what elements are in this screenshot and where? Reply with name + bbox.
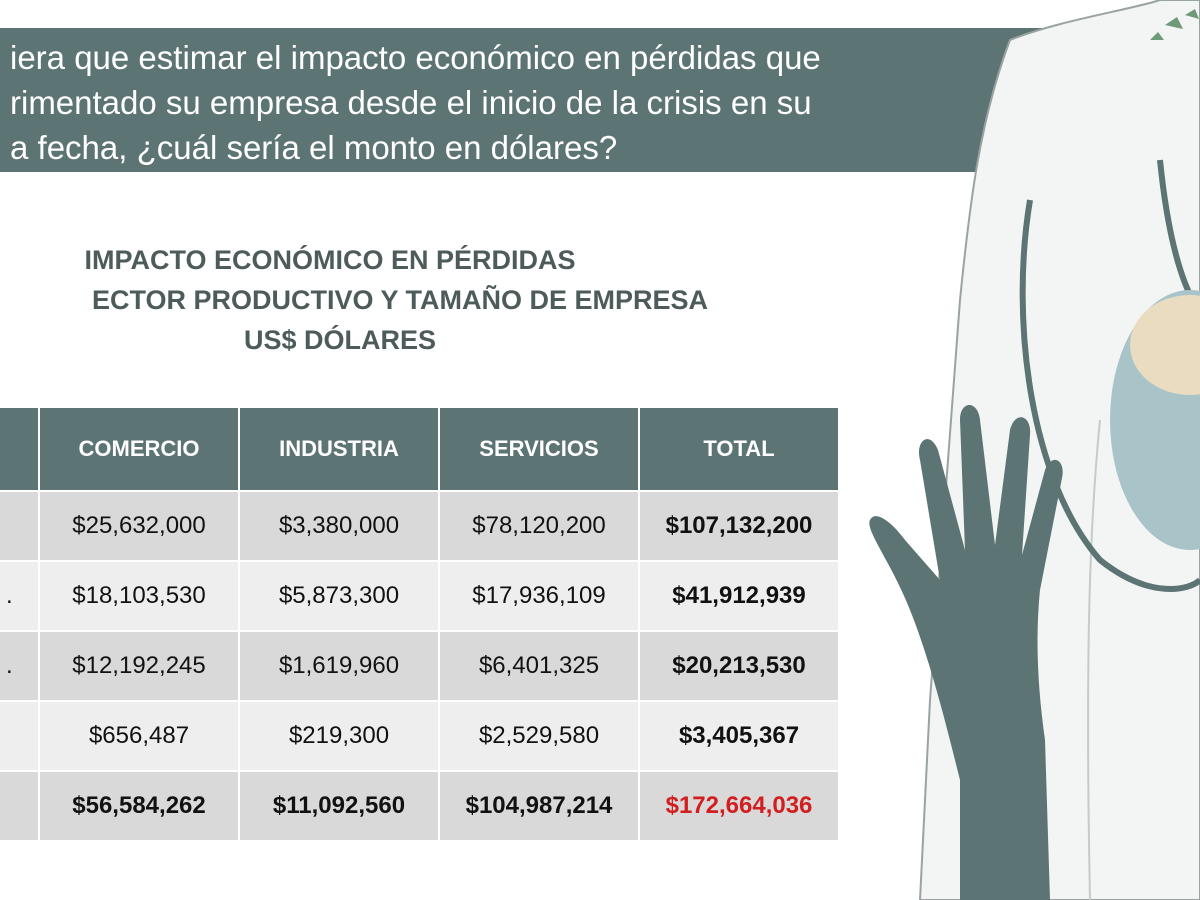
table-cell: $2,529,580: [440, 702, 638, 770]
row-stub: .: [0, 562, 38, 630]
table-cell: $12,192,245: [40, 632, 238, 700]
question-line-2: rimentado su empresa desde el inicio de …: [10, 84, 812, 121]
chart-title-line-1: IMPACTO ECONÓMICO EN PÉRDIDAS: [84, 245, 576, 275]
question-line-3: a fecha, ¿cuál sería el monto en dólares…: [10, 129, 618, 166]
table-cell: $78,120,200: [440, 492, 638, 560]
table-cell: $25,632,000: [40, 492, 238, 560]
table-cell: $5,873,300: [240, 562, 438, 630]
column-header-comercio: COMERCIO: [40, 408, 238, 490]
row-stub: .: [0, 632, 38, 700]
table-cell: $107,132,200: [640, 492, 838, 560]
table-cell: $56,584,262: [40, 772, 238, 840]
table-cell: $172,664,036: [640, 772, 838, 840]
table-cell: $3,405,367: [640, 702, 838, 770]
question-line-1: iera que estimar el impacto económico en…: [10, 39, 821, 76]
table-cell: $18,103,530: [40, 562, 238, 630]
row-stub: [0, 492, 38, 560]
table-cell: $656,487: [40, 702, 238, 770]
column-header-industria: INDUSTRIA: [240, 408, 438, 490]
chart-title-line-3: US$ DÓLARES: [243, 325, 437, 355]
table-cell: $11,092,560: [240, 772, 438, 840]
table-cell: $20,213,530: [640, 632, 838, 700]
table-cell: $41,912,939: [640, 562, 838, 630]
table-cell: $1,619,960: [240, 632, 438, 700]
column-header-total: TOTAL: [640, 408, 838, 490]
column-header-servicios: SERVICIOS: [440, 408, 638, 490]
table-cell: $104,987,214: [440, 772, 638, 840]
row-stub: [0, 702, 38, 770]
chart-title-line-2: ECTOR PRODUCTIVO Y TAMAÑO DE EMPRESA: [91, 285, 709, 315]
header-stub: [0, 408, 38, 490]
doctor-with-mask-and-glove-icon: [869, 0, 1200, 900]
table-cell: $17,936,109: [440, 562, 638, 630]
table-cell: $6,401,325: [440, 632, 638, 700]
table-cell: $3,380,000: [240, 492, 438, 560]
row-stub: [0, 772, 38, 840]
question-banner: iera que estimar el impacto económico en…: [0, 28, 1078, 172]
loss-table: COMERCIO INDUSTRIA SERVICIOS TOTAL $25,632,0…: [0, 408, 838, 844]
table-cell: $219,300: [240, 702, 438, 770]
